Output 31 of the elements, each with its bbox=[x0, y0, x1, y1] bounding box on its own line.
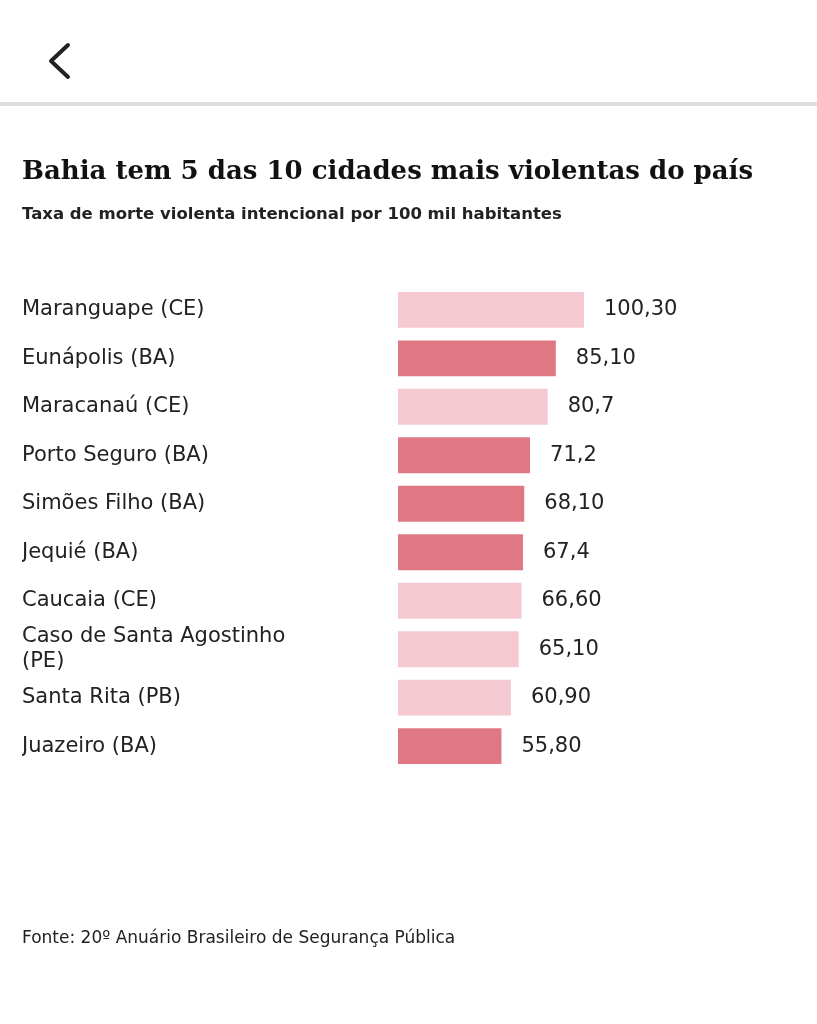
y-tick-label: Eunápolis (BA) bbox=[22, 344, 176, 369]
bar bbox=[398, 388, 548, 425]
source-note: Fonte: 20º Anuário Brasileiro de Segurança Pública bbox=[22, 927, 456, 947]
bar bbox=[398, 437, 531, 474]
bar bbox=[398, 631, 519, 668]
data-label: 67,4 bbox=[542, 538, 590, 563]
bar bbox=[398, 340, 556, 377]
y-tick-label: Simões Filho (BA) bbox=[22, 490, 206, 515]
bar bbox=[398, 291, 584, 328]
y-tick-label: Maranguape (CE) bbox=[22, 296, 205, 321]
y-tick-label: Porto Seguro (BA) bbox=[22, 441, 209, 466]
chart-title: Bahia tem 5 das 10 cidades mais violentas do país bbox=[22, 155, 754, 185]
bar bbox=[398, 679, 511, 716]
y-tick-label: Caucaia (CE) bbox=[22, 587, 157, 612]
bar bbox=[398, 485, 525, 522]
bar bbox=[398, 582, 522, 619]
chart-subtitle: Taxa de morte violenta intencional por 100 mil habitantes bbox=[22, 204, 562, 223]
data-label: 66,60 bbox=[541, 587, 602, 612]
y-tick-label: Maracanaú (CE) bbox=[22, 393, 190, 418]
data-label: 68,10 bbox=[544, 490, 605, 515]
data-label: 71,2 bbox=[550, 441, 597, 466]
y-tick-label: Caso de Santa Agostinho (PE) bbox=[22, 623, 286, 673]
y-tick-label: Santa Rita (PB) bbox=[22, 684, 181, 709]
data-label: 85,10 bbox=[575, 344, 636, 369]
bar bbox=[398, 534, 523, 571]
data-label: 100,30 bbox=[604, 296, 678, 321]
data-label: 60,90 bbox=[530, 684, 592, 709]
bar bbox=[398, 728, 502, 765]
data-label: 55,80 bbox=[521, 732, 582, 757]
data-label: 65,10 bbox=[538, 635, 599, 660]
data-label: 80,7 bbox=[567, 393, 615, 418]
